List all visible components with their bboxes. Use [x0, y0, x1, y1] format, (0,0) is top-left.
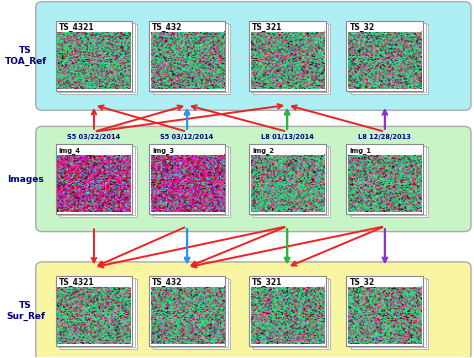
Text: TS_4321: TS_4321: [59, 23, 94, 32]
FancyBboxPatch shape: [348, 146, 421, 155]
FancyBboxPatch shape: [151, 277, 224, 286]
FancyBboxPatch shape: [151, 23, 224, 32]
Text: TS_321: TS_321: [252, 23, 283, 32]
Text: TS_432: TS_432: [152, 23, 182, 32]
Text: TS_432: TS_432: [152, 277, 182, 287]
Text: Img_1: Img_1: [350, 147, 372, 154]
Text: S5 03/22/2014: S5 03/22/2014: [67, 134, 120, 140]
FancyBboxPatch shape: [348, 277, 421, 286]
FancyBboxPatch shape: [60, 24, 137, 93]
FancyBboxPatch shape: [349, 146, 426, 215]
Text: L8 12/28/2013: L8 12/28/2013: [358, 134, 411, 140]
FancyBboxPatch shape: [55, 21, 132, 91]
Text: S5 03/12/2014: S5 03/12/2014: [160, 134, 214, 140]
Text: TS_321: TS_321: [252, 277, 283, 287]
FancyBboxPatch shape: [55, 276, 132, 346]
FancyBboxPatch shape: [351, 147, 428, 217]
FancyBboxPatch shape: [151, 146, 224, 155]
FancyBboxPatch shape: [351, 24, 428, 93]
FancyBboxPatch shape: [36, 126, 471, 232]
FancyBboxPatch shape: [351, 279, 428, 349]
FancyBboxPatch shape: [251, 146, 328, 215]
FancyBboxPatch shape: [251, 23, 328, 92]
FancyBboxPatch shape: [254, 147, 330, 217]
FancyBboxPatch shape: [58, 277, 135, 347]
FancyBboxPatch shape: [57, 277, 130, 286]
FancyBboxPatch shape: [251, 277, 324, 286]
FancyBboxPatch shape: [151, 23, 228, 92]
FancyBboxPatch shape: [153, 279, 230, 349]
FancyBboxPatch shape: [149, 276, 226, 346]
FancyBboxPatch shape: [36, 1, 471, 110]
Text: TS_4321: TS_4321: [59, 277, 94, 287]
FancyBboxPatch shape: [149, 144, 226, 214]
Text: TS_32: TS_32: [350, 23, 375, 32]
FancyBboxPatch shape: [151, 146, 228, 215]
Text: Images: Images: [7, 174, 44, 184]
FancyBboxPatch shape: [349, 23, 426, 92]
FancyBboxPatch shape: [55, 144, 132, 214]
FancyBboxPatch shape: [346, 276, 423, 346]
FancyBboxPatch shape: [153, 24, 230, 93]
Text: Img_4: Img_4: [59, 147, 81, 154]
FancyBboxPatch shape: [254, 279, 330, 349]
FancyBboxPatch shape: [251, 23, 324, 32]
FancyBboxPatch shape: [249, 144, 326, 214]
FancyBboxPatch shape: [249, 276, 326, 346]
FancyBboxPatch shape: [57, 23, 130, 32]
FancyBboxPatch shape: [60, 147, 137, 217]
FancyBboxPatch shape: [36, 262, 471, 358]
FancyBboxPatch shape: [348, 23, 421, 32]
FancyBboxPatch shape: [60, 279, 137, 349]
Text: Img_3: Img_3: [152, 147, 174, 154]
FancyBboxPatch shape: [349, 277, 426, 347]
Text: TS
TOA_Ref: TS TOA_Ref: [4, 46, 46, 66]
FancyBboxPatch shape: [153, 147, 230, 217]
Text: TS_32: TS_32: [350, 277, 375, 287]
FancyBboxPatch shape: [149, 21, 226, 91]
FancyBboxPatch shape: [251, 277, 328, 347]
Text: Img_2: Img_2: [252, 147, 274, 154]
FancyBboxPatch shape: [151, 277, 228, 347]
Text: TS
Sur_Ref: TS Sur_Ref: [6, 301, 45, 321]
FancyBboxPatch shape: [254, 24, 330, 93]
FancyBboxPatch shape: [251, 146, 324, 155]
FancyBboxPatch shape: [249, 21, 326, 91]
FancyBboxPatch shape: [346, 144, 423, 214]
FancyBboxPatch shape: [58, 146, 135, 215]
FancyBboxPatch shape: [57, 146, 130, 155]
Text: L8 01/13/2014: L8 01/13/2014: [261, 134, 314, 140]
FancyBboxPatch shape: [346, 21, 423, 91]
FancyBboxPatch shape: [58, 23, 135, 92]
